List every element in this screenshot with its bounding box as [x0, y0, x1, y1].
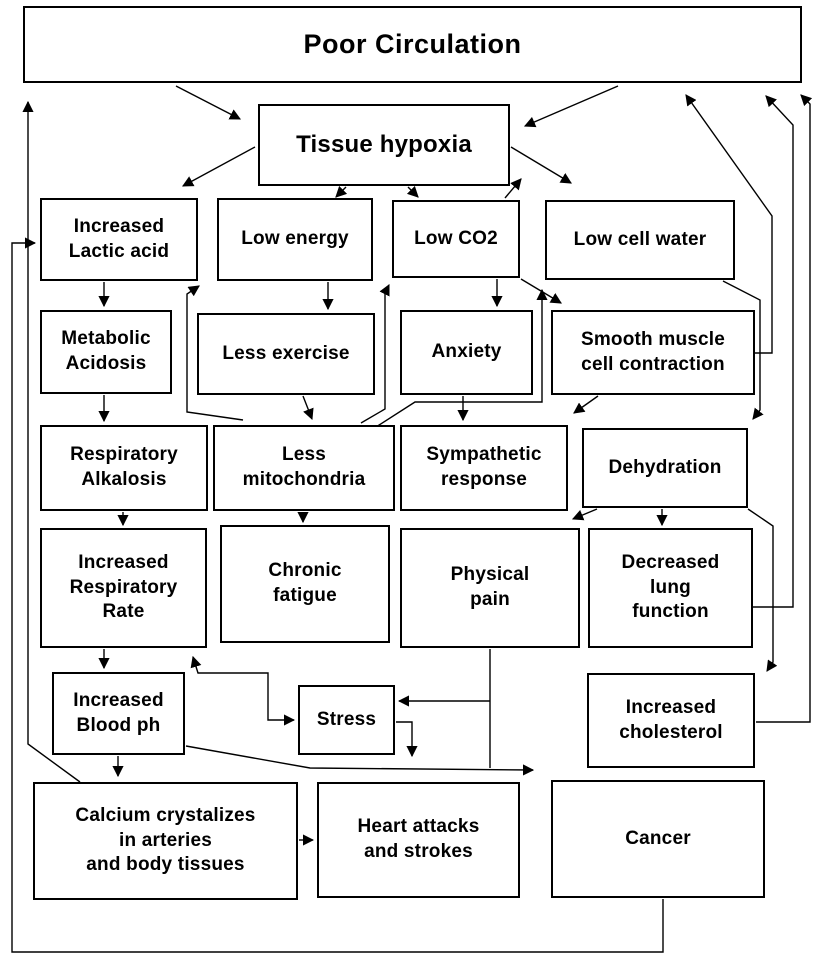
arrow-tissue-hypoxia-to-low-co2 [406, 185, 419, 198]
less-exercise-box: Less exercise [197, 313, 375, 395]
arrow-low-co2-to-smooth-muscle-cell-contraction [520, 278, 562, 304]
tissue-hypoxia-label: Tissue hypoxia [296, 131, 472, 159]
arrow-less-mitochondria-to-low-cell-water [375, 288, 548, 428]
low-co2-box: Low CO2 [392, 200, 520, 278]
increased-cholesterol-box: Increased cholesterol [587, 673, 755, 768]
dehydration-label: Dehydration [608, 456, 722, 478]
arrow-stress-to-heart-attacks-and-strokes [396, 721, 418, 758]
metabolic-acidosis-box: Metabolic Acidosis [40, 310, 172, 394]
anxiety-box: Anxiety [400, 310, 533, 395]
arrow-tissue-hypoxia-to-increased-lactic-acid [182, 146, 256, 187]
sympathetic-response-box: Sympathetic response [400, 425, 568, 511]
increased-respiratory-rate-label: Increased Respiratory Rate [69, 551, 178, 623]
less-mitochondria-label: Less mitochondria [242, 444, 366, 490]
physical-pain-label: Physical pain [450, 564, 530, 610]
stress-box: Stress [298, 685, 395, 755]
arrow-calcium-crystalizes-to-poor-circulation [22, 100, 81, 783]
smooth-muscle-cell-contraction-box: Smooth muscle cell contraction [551, 310, 755, 395]
heart-attacks-and-strokes-box: Heart attacks and strokes [317, 782, 520, 898]
low-energy-box: Low energy [217, 198, 373, 281]
dehydration-box: Dehydration [582, 428, 748, 508]
poor-circulation-box: Poor Circulation [23, 6, 802, 83]
arrow-less-exercise-to-less-mitochondria [302, 395, 314, 421]
smooth-muscle-cell-contraction-label: Smooth muscle cell contraction [580, 328, 726, 375]
respiratory-alkalosis-label: Respiratory Alkalosis [70, 444, 178, 490]
increased-cholesterol-label: Increased cholesterol [619, 696, 723, 743]
low-cell-water-box: Low cell water [545, 200, 735, 280]
metabolic-acidosis-label: Metabolic Acidosis [61, 328, 151, 374]
sympathetic-response-label: Sympathetic response [426, 444, 542, 490]
increased-blood-ph-label: Increased Blood ph [73, 689, 164, 736]
arrow-dehydration-to-physical-pain [571, 508, 598, 521]
arrow-smooth-muscle-cell-contraction-to-poor-circulation [685, 94, 773, 354]
low-co2-label: Low CO2 [414, 227, 498, 249]
increased-lactic-acid-box: Increased Lactic acid [40, 198, 198, 281]
calcium-crystalizes-box: Calcium crystalizes in arteries and body… [33, 782, 298, 900]
calcium-crystalizes-label: Calcium crystalizes in arteries and body… [75, 804, 256, 876]
chronic-fatigue-label: Chronic fatigue [268, 560, 342, 606]
increased-lactic-acid-label: Increased Lactic acid [68, 215, 170, 262]
arrow-smooth-muscle-cell-contraction-to-sympathetic-response [573, 395, 599, 414]
arrow-less-mitochondria-to-low-co2 [360, 283, 390, 424]
arrow-decreased-lung-function-to-poor-circulation [753, 95, 794, 608]
arrow-cancer-to-increased-lactic-acid [11, 237, 664, 953]
increased-respiratory-rate-box: Increased Respiratory Rate [40, 528, 207, 648]
cancer-label: Cancer [625, 827, 691, 849]
arrow-tissue-hypoxia-to-low-cell-water [510, 146, 572, 184]
cancer-box: Cancer [551, 780, 765, 898]
decreased-lung-function-box: Decreased lung function [588, 528, 753, 648]
arrow-stress-to-increased-respiratory-rate [190, 655, 296, 726]
chronic-fatigue-box: Chronic fatigue [220, 525, 390, 643]
poor-circulation-label: Poor Circulation [303, 28, 522, 59]
arrow-dehydration-to-increased-cholesterol [747, 508, 778, 672]
low-energy-label: Low energy [241, 228, 349, 250]
arrow-tissue-hypoxia-to-low-energy [335, 185, 348, 198]
physical-pain-box: Physical pain [400, 528, 580, 648]
arrow-low-co2-to-tissue-hypoxia [504, 178, 522, 199]
arrow-increased-blood-ph-to-cancer [185, 745, 535, 776]
tissue-hypoxia-box: Tissue hypoxia [258, 104, 510, 186]
arrow-low-cell-water-to-dehydration [722, 280, 764, 420]
stress-label: Stress [316, 708, 377, 730]
arrow-poor-circulation-to-tissue-hypoxia-right [523, 85, 619, 128]
less-mitochondria-box: Less mitochondria [213, 425, 395, 511]
respiratory-alkalosis-box: Respiratory Alkalosis [40, 425, 208, 511]
arrow-increased-cholesterol-to-poor-circulation [756, 94, 813, 723]
arrow-group [11, 85, 813, 953]
anxiety-label: Anxiety [431, 341, 502, 363]
decreased-lung-function-label: Decreased lung function [621, 551, 720, 623]
less-exercise-label: Less exercise [222, 342, 350, 364]
arrow-poor-circulation-to-tissue-hypoxia [175, 85, 241, 120]
heart-attacks-and-strokes-label: Heart attacks and strokes [357, 816, 480, 862]
arrow-less-mitochondria-to-low-energy [186, 285, 244, 421]
low-cell-water-label: Low cell water [573, 228, 707, 250]
increased-blood-ph-box: Increased Blood ph [52, 672, 185, 755]
